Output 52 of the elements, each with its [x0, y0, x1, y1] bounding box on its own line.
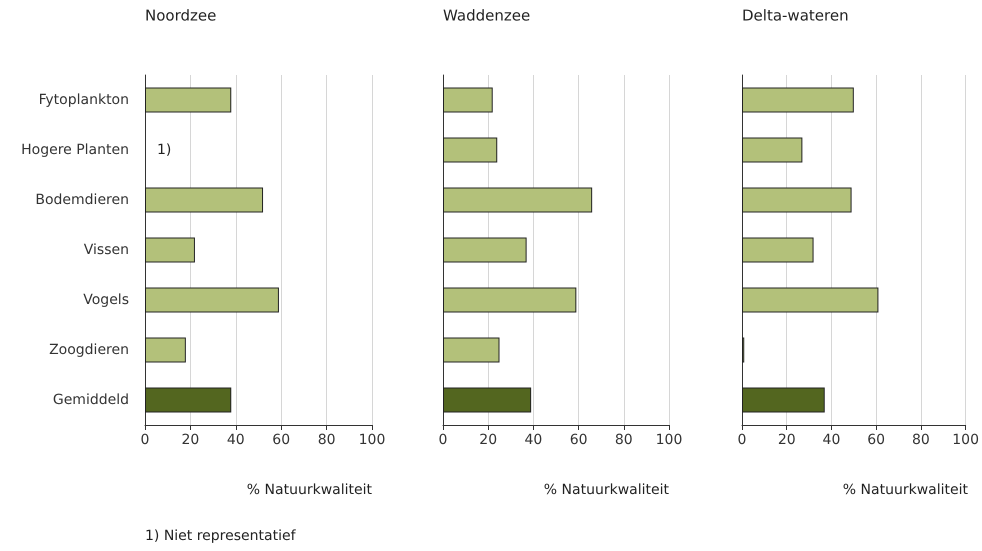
x-axis-title: % Natuurkwaliteit [544, 482, 670, 498]
bar [443, 188, 592, 212]
x-tick-label: 40 [822, 432, 840, 448]
bar [742, 138, 802, 162]
bar [443, 388, 532, 412]
bar [742, 388, 825, 412]
x-axis-title: % Natuurkwaliteit [246, 482, 373, 498]
x-tick-label: 60 [867, 432, 886, 448]
bar [145, 238, 195, 262]
y-tick-label: Fytoplankton [38, 92, 129, 108]
x-tick-label: 20 [181, 432, 200, 448]
bar [145, 288, 279, 312]
x-axis-title: % Natuurkwaliteit [842, 482, 969, 498]
x-tick-label: 100 [656, 432, 682, 448]
x-tick-label: 100 [952, 432, 980, 448]
bar [145, 188, 264, 212]
chart-title: Waddenzee [443, 6, 530, 24]
bar [145, 88, 232, 112]
bar [742, 188, 852, 212]
x-tick-label: 0 [438, 432, 448, 448]
x-tick-label: 0 [140, 432, 150, 448]
y-tick-label: Vogels [83, 292, 129, 308]
x-tick-label: 40 [524, 432, 542, 448]
bar [443, 338, 500, 362]
x-tick-label: 0 [738, 432, 746, 448]
bar [145, 388, 232, 412]
bar [742, 88, 854, 112]
bar [443, 88, 493, 112]
chart-title: Delta-wateren [742, 6, 849, 24]
x-tick-label: 20 [778, 432, 796, 448]
chart-title: Noordzee [145, 6, 216, 24]
x-tick-label: 60 [570, 432, 588, 448]
x-tick-label: 80 [318, 432, 336, 448]
y-tick-label: Zoogdieren [49, 342, 129, 358]
bar [742, 238, 814, 262]
bar [742, 288, 878, 312]
bar [145, 338, 186, 362]
y-tick-label: Bodemdieren [35, 192, 129, 208]
y-tick-label: Gemiddeld [52, 392, 129, 408]
text: 1) [157, 142, 172, 158]
y-tick-label: Vissen [84, 242, 129, 258]
x-tick-label: 80 [912, 432, 930, 448]
x-tick-label: 80 [614, 432, 633, 448]
x-tick-label: 20 [479, 432, 498, 448]
x-tick-label: 100 [358, 432, 386, 448]
x-tick-label: 40 [226, 432, 245, 448]
bar [443, 138, 498, 162]
text: 1) Niet representatief [145, 528, 297, 544]
y-tick-label: Hogere Planten [21, 142, 129, 158]
bar [443, 288, 576, 312]
x-tick-label: 60 [272, 432, 290, 448]
bar [443, 238, 527, 262]
